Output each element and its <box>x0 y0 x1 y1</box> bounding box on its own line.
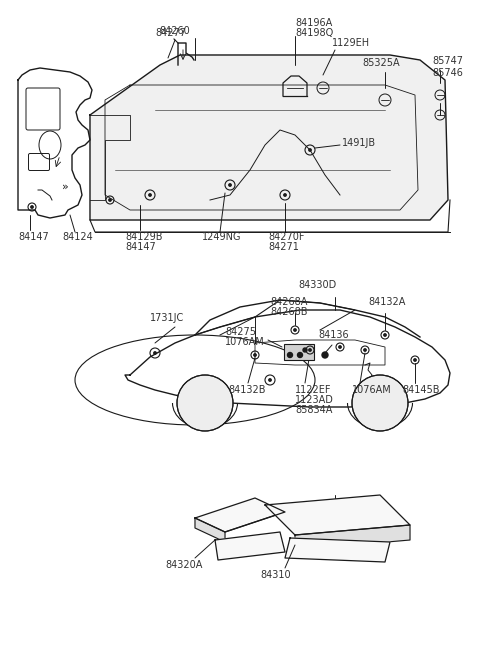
Text: 85325A: 85325A <box>362 58 400 68</box>
Circle shape <box>352 375 408 431</box>
Circle shape <box>177 375 233 431</box>
Circle shape <box>298 352 302 358</box>
Polygon shape <box>215 532 285 560</box>
Polygon shape <box>295 525 410 550</box>
Circle shape <box>384 334 386 336</box>
Text: 1731JC: 1731JC <box>150 313 184 323</box>
Text: 84320A: 84320A <box>165 560 203 570</box>
Text: 84129B: 84129B <box>125 232 163 242</box>
Polygon shape <box>265 495 410 535</box>
Circle shape <box>294 329 296 331</box>
Text: 84268A: 84268A <box>270 297 307 307</box>
Circle shape <box>109 198 111 201</box>
FancyBboxPatch shape <box>284 344 314 360</box>
Polygon shape <box>285 538 390 562</box>
Text: 84132B: 84132B <box>228 385 265 395</box>
Circle shape <box>254 354 256 356</box>
Text: 1076AM: 1076AM <box>225 337 265 347</box>
Text: 85834A: 85834A <box>295 405 332 415</box>
Text: 84268B: 84268B <box>270 307 308 317</box>
Circle shape <box>284 194 286 196</box>
Text: 1249NG: 1249NG <box>202 232 241 242</box>
Circle shape <box>322 352 328 358</box>
Text: 84136: 84136 <box>318 330 348 340</box>
Circle shape <box>309 149 311 151</box>
Text: 1076AM: 1076AM <box>352 385 392 395</box>
Text: 1123AD: 1123AD <box>295 395 334 405</box>
Polygon shape <box>195 518 225 542</box>
Circle shape <box>288 352 292 358</box>
Text: »: » <box>62 182 69 192</box>
Text: 84330D: 84330D <box>298 280 336 290</box>
Text: 84147: 84147 <box>125 242 156 252</box>
Text: 84198Q: 84198Q <box>295 28 333 38</box>
Text: 84196A: 84196A <box>295 18 332 28</box>
Text: 1491JB: 1491JB <box>342 138 376 148</box>
Text: 84132A: 84132A <box>368 297 406 307</box>
Text: 84271: 84271 <box>268 242 299 252</box>
Circle shape <box>269 379 271 381</box>
Circle shape <box>31 206 33 208</box>
Circle shape <box>364 349 366 351</box>
Circle shape <box>414 359 416 361</box>
Circle shape <box>303 348 307 352</box>
Text: 1129EH: 1129EH <box>332 38 370 48</box>
Circle shape <box>309 349 311 351</box>
Text: 84145B: 84145B <box>402 385 440 395</box>
Circle shape <box>229 184 231 186</box>
Polygon shape <box>90 55 448 220</box>
Text: 85747: 85747 <box>432 56 463 66</box>
Text: 84147: 84147 <box>18 232 49 242</box>
Text: 84260: 84260 <box>160 26 191 36</box>
Circle shape <box>339 346 341 348</box>
Text: 84124: 84124 <box>62 232 93 242</box>
Text: 84310: 84310 <box>260 570 290 580</box>
Text: 84270F: 84270F <box>268 232 304 242</box>
Text: 84275: 84275 <box>225 327 256 337</box>
Circle shape <box>149 194 151 196</box>
Circle shape <box>154 352 156 354</box>
Text: 85746: 85746 <box>432 68 463 78</box>
Text: 1122EF: 1122EF <box>295 385 332 395</box>
Text: 84277: 84277 <box>155 28 186 38</box>
Polygon shape <box>195 498 285 532</box>
